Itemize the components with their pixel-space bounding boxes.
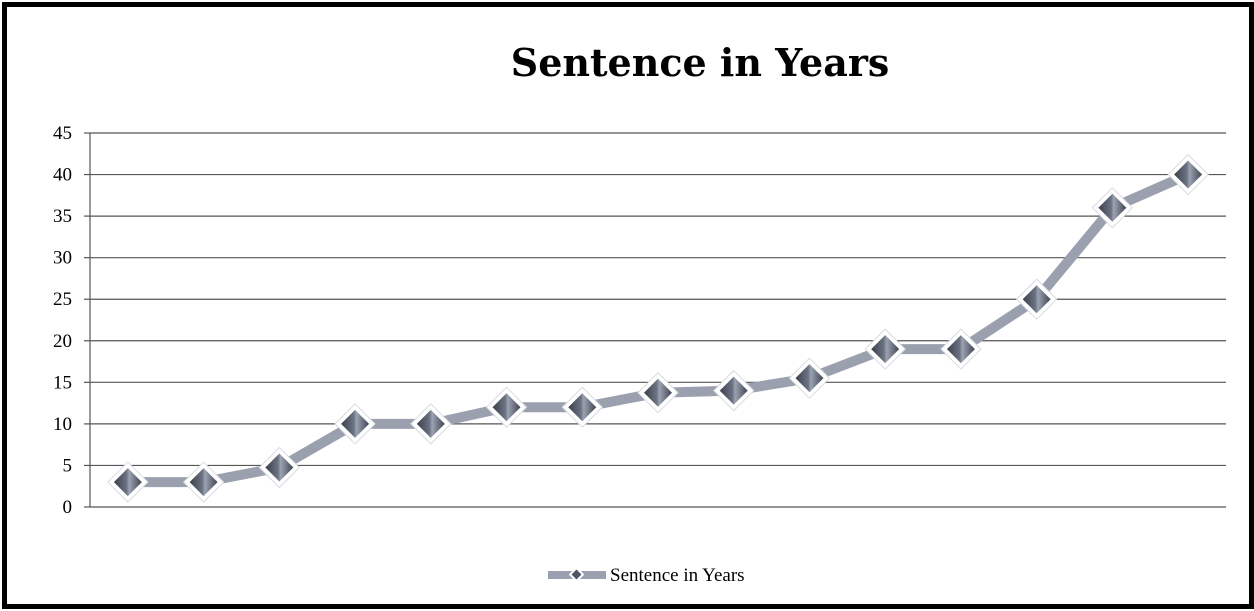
y-tick-label-5: 5 [63, 455, 73, 476]
y-tick-label-25: 25 [53, 289, 72, 310]
data-point-14 [1098, 193, 1127, 222]
data-point-2 [189, 468, 218, 497]
legend-marker-icon [571, 569, 582, 580]
legend-label: Sentence in Years [610, 565, 745, 586]
data-point-7 [568, 393, 597, 422]
data-point-9 [719, 376, 748, 405]
y-tick-label-15: 15 [53, 372, 72, 393]
y-tick-label-40: 40 [53, 165, 72, 186]
y-tick-label-10: 10 [53, 414, 72, 435]
y-tick-label-35: 35 [53, 206, 72, 227]
y-tick-label-20: 20 [53, 331, 72, 352]
data-point-11 [871, 335, 900, 364]
data-point-8 [644, 378, 672, 407]
y-axis: 0 5 10 15 20 25 30 35 40 45 [53, 123, 91, 518]
y-tick-label-45: 45 [53, 123, 72, 144]
data-point-3 [265, 453, 294, 482]
series-line [122, 169, 1194, 488]
y-tick-label-0: 0 [63, 497, 73, 518]
data-point-13 [1022, 285, 1051, 314]
data-point-5 [416, 409, 445, 438]
series-sentence-in-years [107, 153, 1209, 503]
data-point-6 [492, 393, 521, 422]
gridlines [90, 132, 1226, 508]
data-point-10 [795, 364, 824, 393]
chart-title: Sentence in Years [511, 40, 889, 85]
data-point-1 [113, 468, 142, 497]
data-point-4 [341, 409, 370, 438]
y-tick-label-30: 30 [53, 248, 72, 269]
legend: Sentence in Years [548, 565, 745, 586]
data-point-15 [1174, 160, 1203, 189]
data-point-12 [946, 335, 975, 364]
